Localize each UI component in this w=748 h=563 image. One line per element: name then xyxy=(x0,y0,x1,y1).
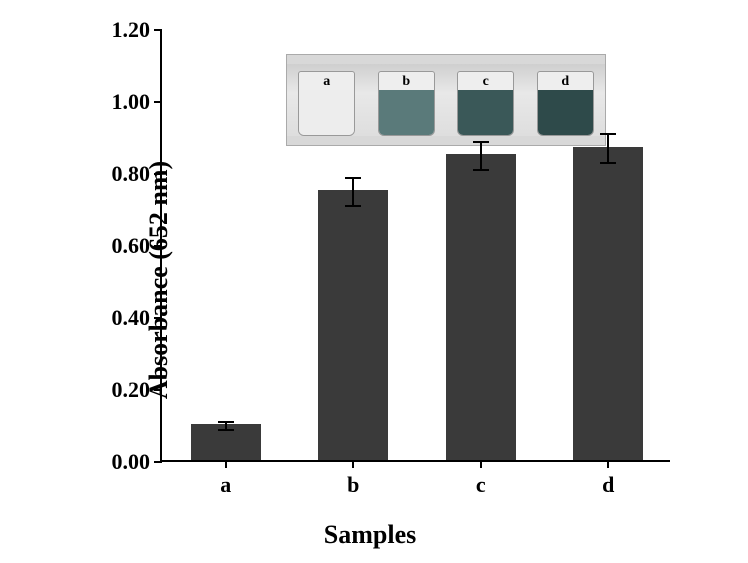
vial-label: b xyxy=(402,74,410,90)
bar xyxy=(573,147,643,460)
vial-liquid xyxy=(458,90,513,135)
bar-chart: Absorbance (652 nm) abcd 0.000.200.400.6… xyxy=(50,20,690,540)
error-bar xyxy=(352,178,354,207)
y-tick xyxy=(154,317,162,319)
error-cap xyxy=(345,177,361,179)
vial-label: a xyxy=(323,74,330,90)
x-tick-label: c xyxy=(476,472,486,498)
y-tick-label: 0.40 xyxy=(112,305,151,331)
error-cap xyxy=(218,429,234,431)
error-cap xyxy=(218,421,234,423)
bar xyxy=(318,190,388,460)
vial: d xyxy=(537,71,594,136)
y-tick xyxy=(154,245,162,247)
vial-label: d xyxy=(561,74,569,90)
error-cap xyxy=(600,133,616,135)
vial-liquid xyxy=(538,90,593,135)
y-tick-label: 1.00 xyxy=(112,89,151,115)
vial-liquid xyxy=(379,90,434,135)
error-cap xyxy=(473,169,489,171)
error-cap xyxy=(345,205,361,207)
error-bar xyxy=(480,142,482,171)
y-tick xyxy=(154,461,162,463)
y-tick-label: 0.20 xyxy=(112,377,151,403)
vial: b xyxy=(378,71,435,136)
error-cap xyxy=(600,162,616,164)
x-tick xyxy=(352,460,354,468)
error-cap xyxy=(473,141,489,143)
y-tick-label: 1.20 xyxy=(112,17,151,43)
x-tick xyxy=(225,460,227,468)
x-tick-label: d xyxy=(602,472,614,498)
y-tick xyxy=(154,29,162,31)
x-tick-label: b xyxy=(347,472,359,498)
y-tick-label: 0.80 xyxy=(112,161,151,187)
x-tick-label: a xyxy=(220,472,231,498)
y-tick xyxy=(154,173,162,175)
y-tick-label: 0.00 xyxy=(112,449,151,475)
x-tick xyxy=(607,460,609,468)
inset-photo: a b c d xyxy=(286,54,606,146)
x-axis-label: Samples xyxy=(324,520,416,550)
y-tick xyxy=(154,389,162,391)
vial-liquid xyxy=(299,90,354,135)
y-tick-label: 0.60 xyxy=(112,233,151,259)
vial-row: a b c d xyxy=(287,64,605,136)
vial-label: c xyxy=(483,74,489,90)
error-bar xyxy=(607,134,609,163)
plot-area: abcd 0.000.200.400.600.801.001.20abcd xyxy=(160,30,670,462)
x-tick xyxy=(480,460,482,468)
bar xyxy=(446,154,516,460)
vial: a xyxy=(298,71,355,136)
vial: c xyxy=(457,71,514,136)
y-tick xyxy=(154,101,162,103)
